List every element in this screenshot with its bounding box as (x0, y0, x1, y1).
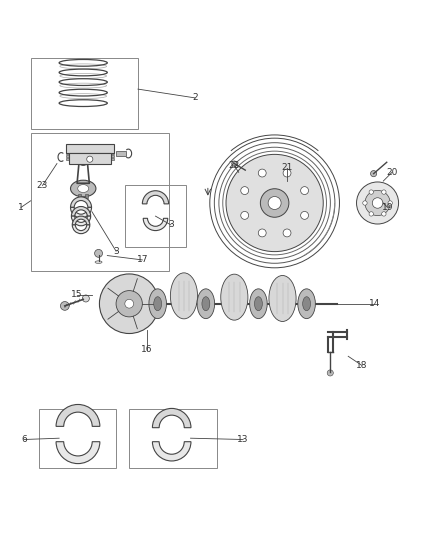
Circle shape (260, 189, 289, 217)
Circle shape (372, 198, 383, 208)
Bar (66, 144, 114, 152)
Ellipse shape (71, 180, 96, 197)
Circle shape (357, 182, 399, 224)
Ellipse shape (269, 276, 296, 321)
Circle shape (95, 249, 102, 257)
Circle shape (371, 171, 377, 177)
Ellipse shape (78, 184, 88, 192)
Circle shape (300, 212, 308, 220)
Wedge shape (152, 442, 191, 461)
Circle shape (87, 156, 93, 162)
Bar (69, 152, 111, 165)
Wedge shape (71, 207, 92, 218)
Circle shape (258, 169, 266, 177)
Text: 1: 1 (18, 203, 24, 212)
Bar (129, 409, 217, 468)
Ellipse shape (149, 289, 166, 319)
Wedge shape (56, 405, 100, 426)
Bar (85, 194, 88, 198)
Bar (31, 59, 138, 128)
Text: 16: 16 (141, 345, 152, 354)
Text: 15: 15 (71, 290, 82, 300)
Circle shape (232, 161, 237, 166)
Text: 18: 18 (356, 360, 367, 369)
Ellipse shape (221, 274, 248, 320)
Circle shape (365, 190, 390, 216)
Circle shape (116, 290, 142, 317)
Ellipse shape (303, 297, 311, 311)
Text: 14: 14 (369, 299, 380, 308)
Wedge shape (71, 206, 91, 216)
Text: 22: 22 (229, 161, 240, 170)
Text: 17: 17 (137, 255, 148, 264)
Circle shape (258, 229, 266, 237)
Text: 2: 2 (192, 93, 198, 102)
Circle shape (283, 229, 291, 237)
Wedge shape (71, 216, 91, 226)
Bar (39, 409, 116, 468)
Circle shape (283, 169, 291, 177)
Bar (66, 158, 114, 160)
Ellipse shape (81, 158, 85, 163)
Circle shape (363, 201, 367, 205)
Circle shape (241, 212, 249, 220)
Circle shape (369, 190, 374, 194)
Text: 3: 3 (168, 220, 174, 229)
Circle shape (300, 187, 308, 195)
Ellipse shape (298, 289, 315, 319)
Text: 21: 21 (281, 164, 293, 173)
Text: 19: 19 (382, 203, 393, 212)
Circle shape (388, 201, 392, 205)
Ellipse shape (202, 297, 210, 311)
Wedge shape (72, 216, 90, 225)
Text: 6: 6 (21, 435, 27, 444)
Wedge shape (142, 191, 169, 204)
Circle shape (125, 300, 134, 308)
Circle shape (82, 295, 89, 302)
Circle shape (369, 212, 374, 216)
Circle shape (60, 302, 69, 310)
Wedge shape (71, 197, 92, 207)
Ellipse shape (170, 273, 198, 319)
Circle shape (241, 187, 249, 195)
Bar (78, 194, 81, 198)
Bar (125, 185, 186, 247)
Ellipse shape (197, 289, 215, 319)
Ellipse shape (254, 297, 262, 311)
Ellipse shape (154, 297, 162, 311)
Bar (66, 152, 114, 154)
Circle shape (381, 212, 386, 216)
Wedge shape (56, 442, 100, 464)
Text: 20: 20 (386, 168, 398, 177)
Circle shape (381, 190, 386, 194)
Circle shape (327, 370, 333, 376)
Ellipse shape (78, 156, 88, 165)
Text: 3: 3 (113, 247, 119, 256)
Ellipse shape (250, 289, 267, 319)
Wedge shape (143, 219, 168, 231)
Wedge shape (72, 225, 90, 233)
Text: 23: 23 (37, 181, 48, 190)
Bar (66, 155, 114, 157)
Wedge shape (152, 408, 191, 427)
Circle shape (99, 274, 159, 334)
Bar (31, 133, 169, 271)
Ellipse shape (95, 261, 102, 263)
Text: 13: 13 (237, 435, 249, 444)
Circle shape (268, 197, 281, 209)
Bar (116, 151, 126, 156)
Circle shape (226, 155, 323, 252)
